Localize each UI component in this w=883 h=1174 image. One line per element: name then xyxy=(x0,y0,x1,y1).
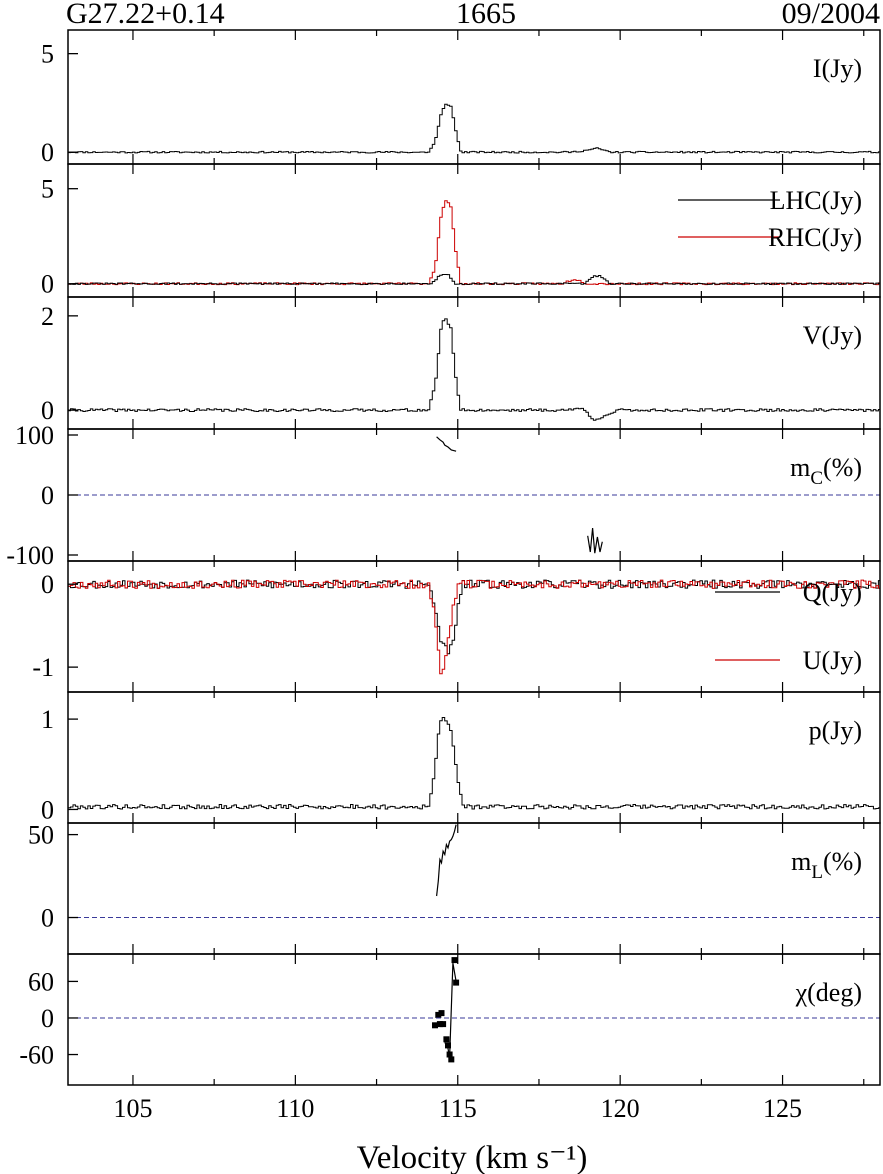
chi-point xyxy=(453,979,460,986)
y-tick-label: 0 xyxy=(41,795,54,824)
y-tick-label: 100 xyxy=(15,421,54,450)
panel-chi: -60 0 60 χ(deg) xyxy=(19,953,881,1086)
y-tick-label: 0 xyxy=(41,1004,54,1033)
panel-frame xyxy=(67,163,881,298)
series-QU-qjy xyxy=(68,579,880,655)
y-tick-label: -1 xyxy=(32,653,54,682)
series-LHC_RHC-rhcjy xyxy=(68,200,880,286)
chi-point xyxy=(446,1051,453,1058)
panel-label: χ(deg) xyxy=(795,978,862,1007)
panel-label: mL(%) xyxy=(791,847,862,883)
panel-frame xyxy=(67,953,881,1086)
panel-label: I(Jy) xyxy=(813,54,862,83)
legend-label: Q(Jy) xyxy=(803,578,862,607)
x-tick-label: 110 xyxy=(276,1094,314,1123)
source-name: G27.22+0.14 xyxy=(66,0,225,30)
panel-frame xyxy=(67,296,881,430)
x-tick-label: 120 xyxy=(601,1094,640,1123)
series-I-0 xyxy=(68,103,880,154)
x-tick-label: 115 xyxy=(439,1094,477,1123)
chi-point xyxy=(436,1021,443,1028)
chi-point xyxy=(432,1022,438,1029)
y-tick-label: 50 xyxy=(28,821,54,850)
chi-point xyxy=(438,1010,445,1017)
legend-label: RHC(Jy) xyxy=(768,223,862,252)
series-QU-ujy xyxy=(68,579,880,675)
y-tick-label: -60 xyxy=(19,1041,54,1070)
series-mC-1 xyxy=(587,527,603,554)
series-LHC_RHC-lhcjy xyxy=(68,274,880,285)
panel-I: 0 5 I(Jy) xyxy=(41,29,881,167)
panel-V: 0 2 V(Jy) xyxy=(41,296,881,430)
panel-LHC_RHC: 0 5 LHC(Jy) RHC(Jy) xyxy=(41,163,881,299)
y-tick-label: 1 xyxy=(41,705,54,734)
series-V-0 xyxy=(68,318,880,421)
y-tick-label: 5 xyxy=(41,175,54,204)
y-tick-label: 0 xyxy=(41,904,54,933)
panel-label: mC(%) xyxy=(790,453,862,489)
chi-point xyxy=(435,1011,442,1018)
legend-label: U(Jy) xyxy=(803,646,862,675)
y-tick-label: 0 xyxy=(41,570,54,599)
chi-point xyxy=(445,1042,451,1049)
panel-label: p(Jy) xyxy=(809,716,862,745)
y-tick-label: 0 xyxy=(41,396,54,425)
epoch-label: 09/2004 xyxy=(781,0,880,30)
panel-mC: -100 0 100 mC(%) xyxy=(6,421,881,570)
series-mC-0 xyxy=(436,436,457,452)
y-tick-label: 0 xyxy=(41,270,54,299)
x-axis-title: Velocity (km s⁻¹) xyxy=(357,1140,588,1174)
y-tick-label: 0 xyxy=(41,138,54,167)
panel-frame xyxy=(67,29,881,165)
chi-point xyxy=(443,1036,450,1043)
series-p-0 xyxy=(68,717,880,810)
chi-point xyxy=(451,957,458,964)
panel-frame xyxy=(67,691,881,824)
y-tick-label: -100 xyxy=(6,541,54,570)
panel-QU: -1 0 Q(Jy) U(Jy) xyxy=(32,560,881,693)
panel-frame xyxy=(67,560,881,693)
chi-point xyxy=(440,1021,447,1028)
panel-label: V(Jy) xyxy=(803,321,862,350)
panel-mL: 0 50 mL(%) xyxy=(28,821,881,955)
y-tick-label: 60 xyxy=(28,967,54,996)
panel-frame xyxy=(67,822,881,955)
frequency-label: 1665 xyxy=(456,0,516,30)
y-tick-label: 5 xyxy=(41,40,54,69)
x-tick-label: 105 xyxy=(113,1094,152,1123)
chi-point xyxy=(448,1056,455,1063)
y-tick-label: 0 xyxy=(41,481,54,510)
x-tick-label: 125 xyxy=(763,1094,802,1123)
series-mL-0 xyxy=(436,824,457,897)
legend-label: LHC(Jy) xyxy=(770,186,862,215)
y-tick-label: 2 xyxy=(41,302,54,331)
panel-p: 0 1 p(Jy) xyxy=(41,691,881,824)
